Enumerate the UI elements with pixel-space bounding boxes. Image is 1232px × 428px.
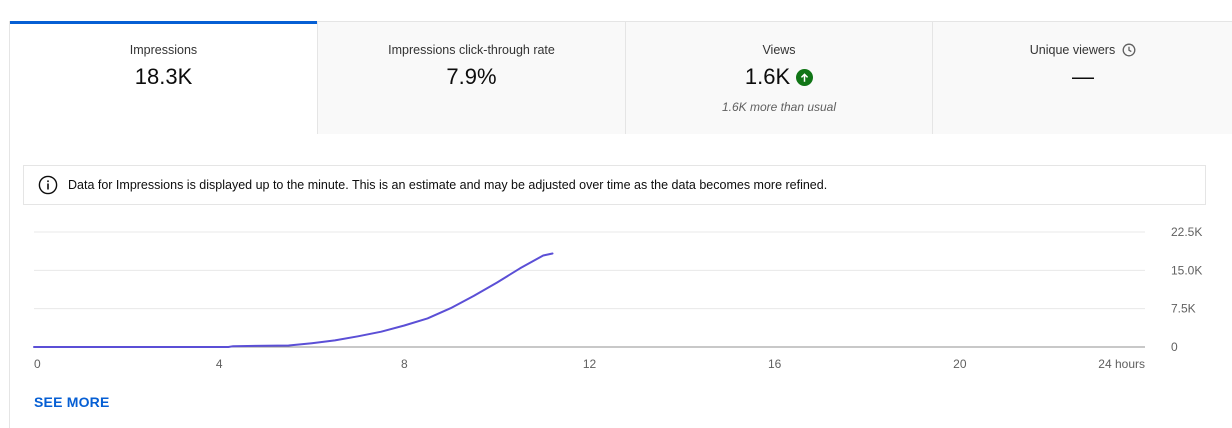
y-tick-label: 7.5K (1171, 302, 1196, 316)
tab-value: 1.6K (744, 64, 791, 89)
tab-value: 7.9% (446, 64, 497, 89)
tab-label-row: Unique viewers (933, 43, 1232, 57)
tab-unique-viewers[interactable]: Unique viewers — (932, 22, 1232, 134)
x-tick-label: 0 (34, 357, 41, 371)
tab-value: — (1072, 64, 1094, 89)
see-more-link[interactable]: SEE MORE (34, 394, 110, 410)
info-banner-text: Data for Impressions is displayed up to … (68, 178, 828, 192)
tab-value: 18.3K (134, 64, 193, 89)
x-tick-label: 12 (583, 357, 597, 371)
tab-views[interactable]: Views 1.6K 1.6K more than usual (625, 22, 932, 134)
arrow-up-circle-icon (796, 68, 814, 86)
x-tick-label: 8 (401, 357, 408, 371)
info-banner: Data for Impressions is displayed up to … (23, 165, 1206, 205)
tab-label: Unique viewers (1029, 43, 1116, 57)
tab-label: Views (762, 43, 796, 57)
tab-subtext: 1.6K more than usual (721, 100, 837, 114)
x-tick-label: 24 hours (1098, 357, 1145, 371)
tab-impressions[interactable]: Impressions 18.3K (10, 21, 317, 134)
y-tick-label: 22.5K (1171, 225, 1202, 239)
tab-value-row: 1.6K (626, 64, 932, 90)
analytics-card: Impressions 18.3K Impressions click-thro… (9, 21, 1232, 428)
x-tick-label: 20 (953, 357, 967, 371)
x-tick-label: 16 (768, 357, 782, 371)
impressions-series-line (33, 252, 554, 348)
metric-tabs: Impressions 18.3K Impressions click-thro… (10, 21, 1232, 134)
impressions-chart: 22.5K 15.0K 7.5K 0 0 4 8 12 16 20 24 hours (33, 225, 1202, 371)
y-tick-label: 15.0K (1171, 263, 1202, 277)
tab-impressions-ctr[interactable]: Impressions click-through rate 7.9% (317, 22, 625, 134)
tab-label: Impressions (129, 43, 198, 57)
clock-icon (1122, 43, 1136, 57)
x-tick-label: 4 (216, 357, 223, 371)
info-icon (38, 175, 58, 195)
y-tick-label: 0 (1171, 340, 1178, 354)
tab-label: Impressions click-through rate (388, 43, 555, 57)
